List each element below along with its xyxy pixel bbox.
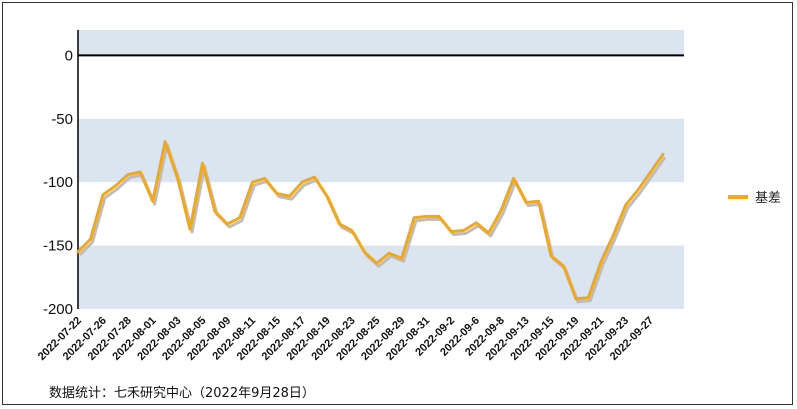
plot-bands xyxy=(78,30,684,309)
series-lines xyxy=(76,140,667,304)
plot-band-2 xyxy=(78,245,684,309)
series-line xyxy=(76,140,665,301)
line-chart: 0 -50 -100 -150 -200 2022-07-222022-07-26202… xyxy=(36,30,781,363)
y-tick-label: -200 xyxy=(43,301,73,318)
y-tick-label: -150 xyxy=(43,238,73,255)
plot-band-0 xyxy=(78,30,684,56)
plot-band-1 xyxy=(78,118,684,183)
legend-label: 基差 xyxy=(755,190,781,205)
chart-frame: 0 -50 -100 -150 -200 2022-07-22 2022-07-26 202… xyxy=(2,2,793,405)
y-tick-label: -50 xyxy=(51,111,73,128)
y-axis: 0 -50 -100 -150 -200 xyxy=(43,30,79,318)
x-axis: 2022-07-222022-07-262022-07-282022-08-01… xyxy=(36,315,656,363)
legend: 基差 xyxy=(728,190,781,205)
y-tick-label: 0 xyxy=(65,47,73,64)
y-tick-label: -100 xyxy=(43,174,73,191)
source-note: 数据统计：七禾研究中心（2022年9月28日） xyxy=(49,386,315,401)
